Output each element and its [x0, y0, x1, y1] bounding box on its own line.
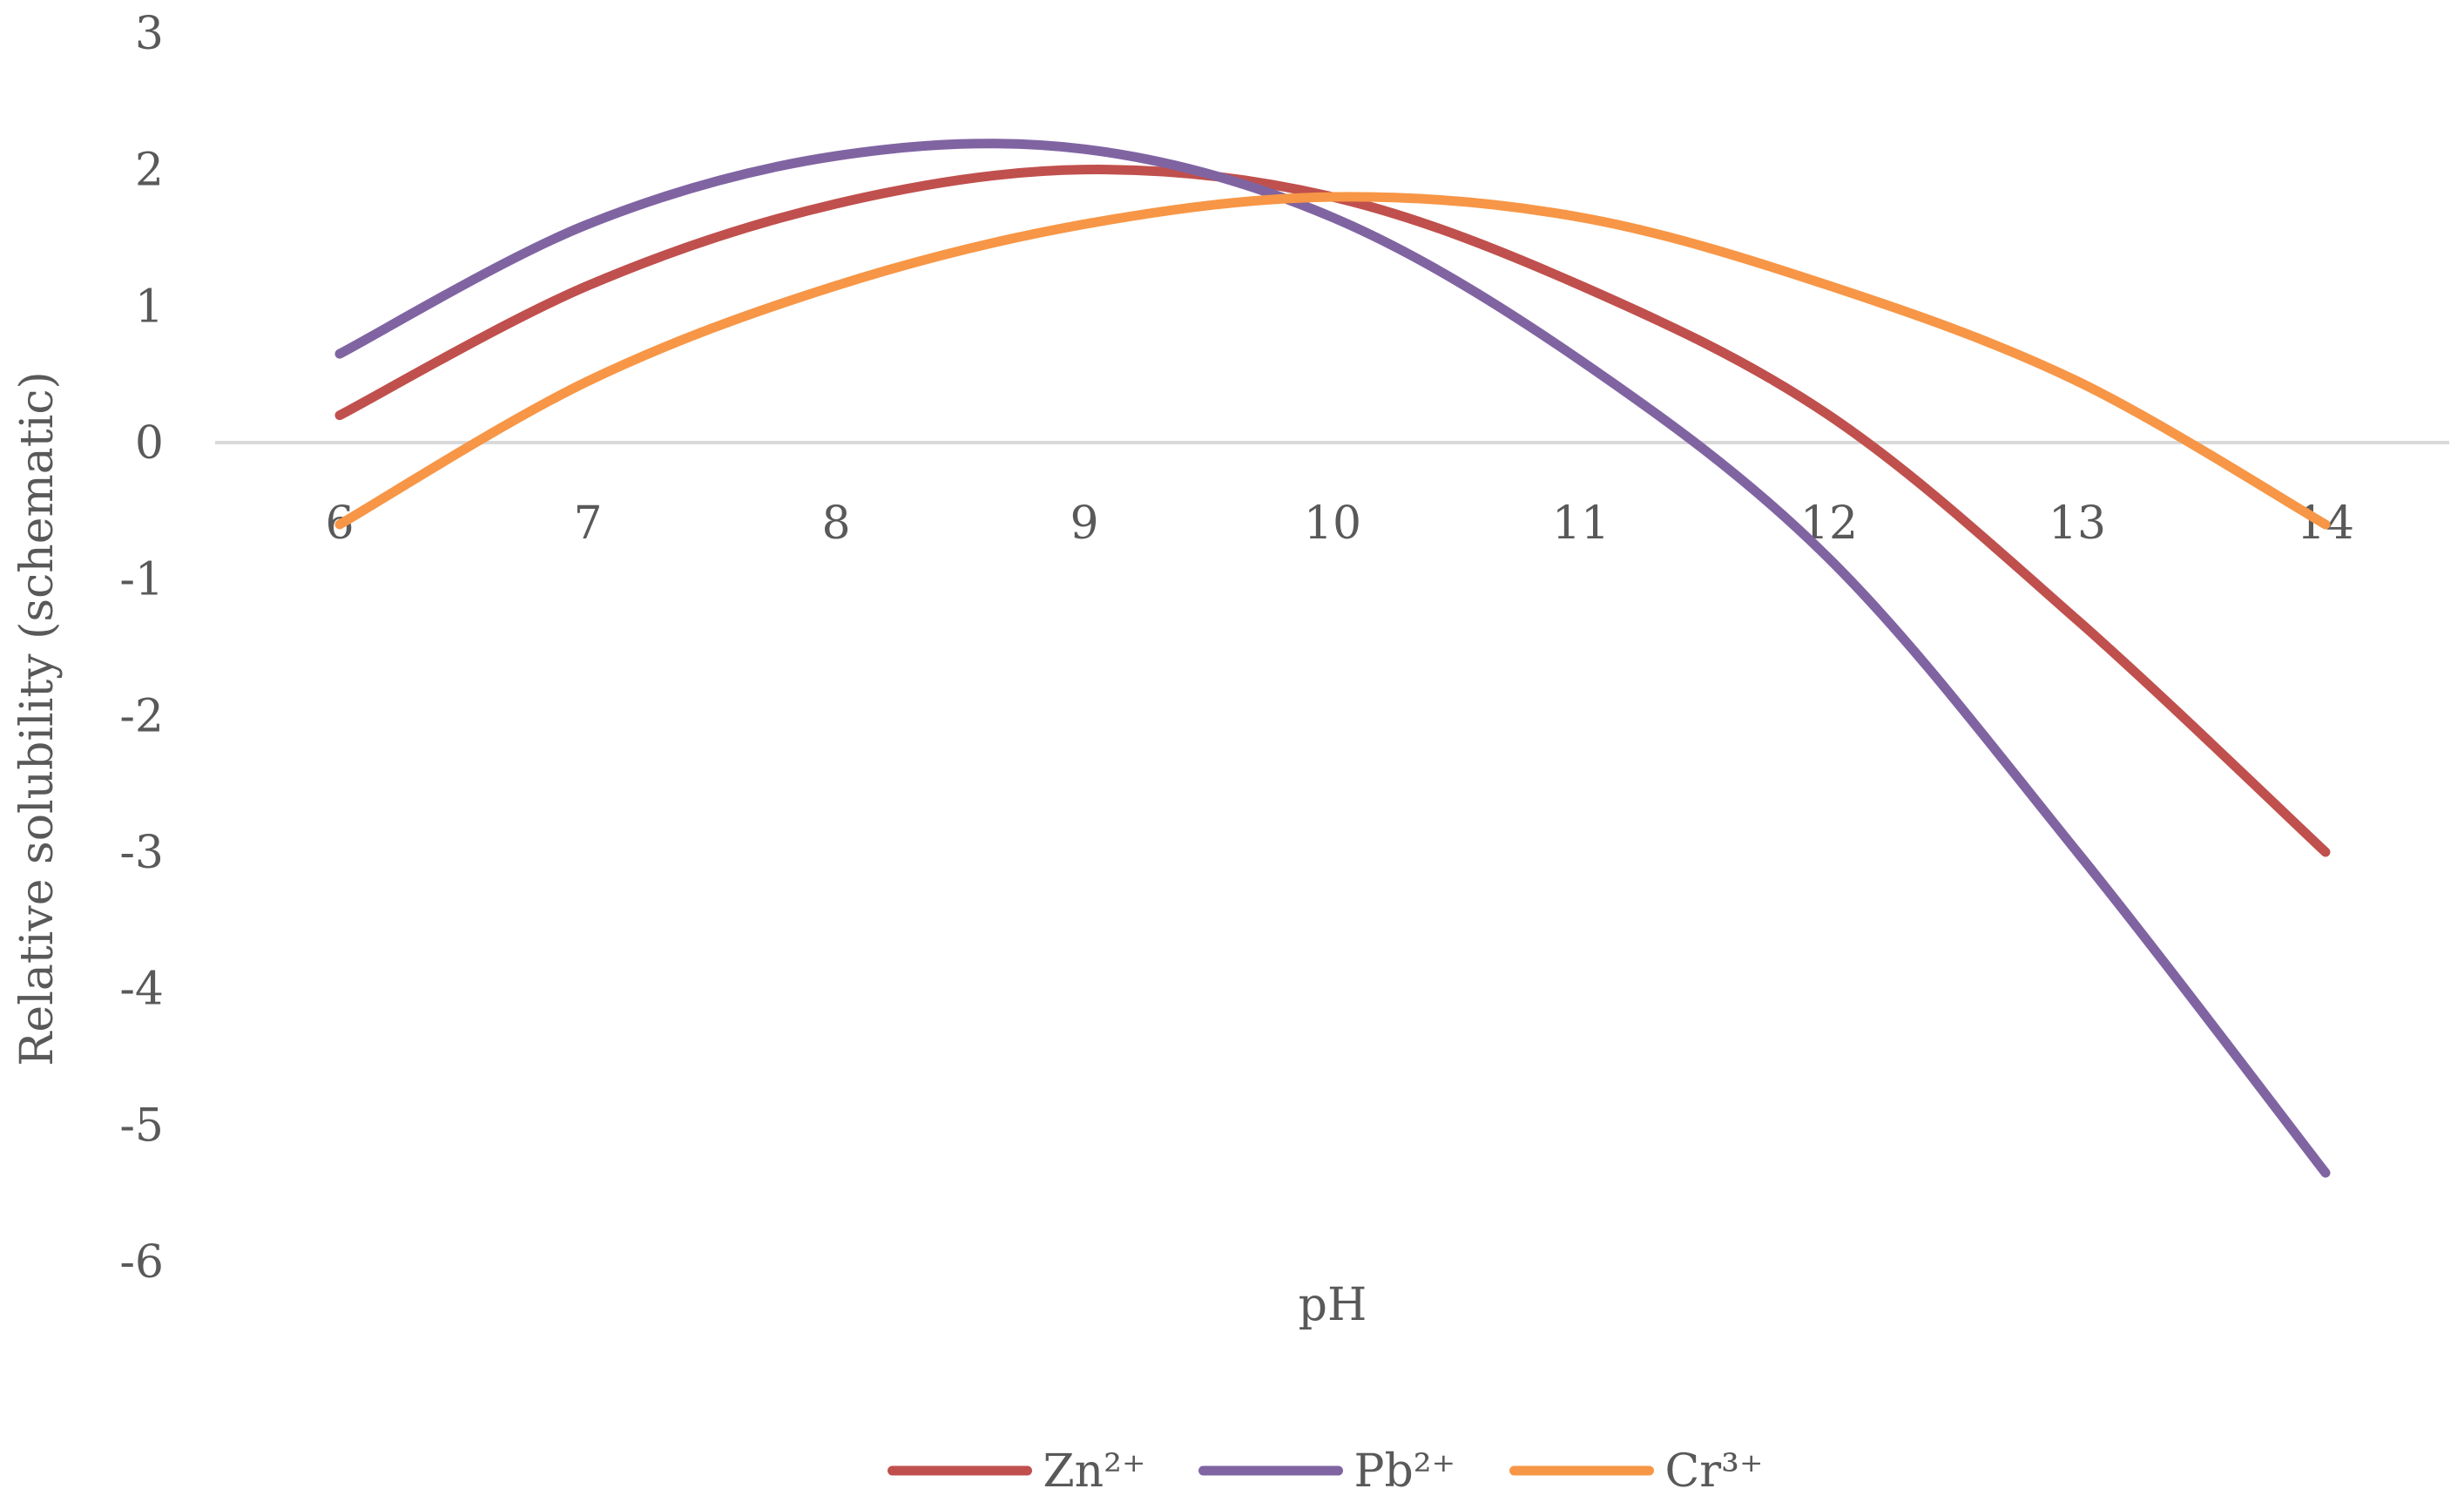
y-tick-label: -5 — [119, 1100, 164, 1152]
y-axis-label: Relative solubility (schematic) — [11, 371, 64, 1066]
x-axis-label: pH — [1299, 1279, 1367, 1331]
y-tick-label: -4 — [119, 964, 164, 1016]
series-layer — [334, 139, 2331, 1178]
x-tick-label: 9 — [1070, 497, 1098, 550]
y-tick-label: 2 — [135, 145, 164, 197]
legend-label-0: Zn²⁺ — [1043, 1445, 1146, 1498]
x-tick-label: 13 — [2049, 497, 2106, 550]
y-tick-label: -6 — [119, 1236, 164, 1289]
label-layer: pH Relative solubility (schematic) — [11, 371, 1367, 1331]
y-tick-label: 0 — [135, 417, 164, 470]
legend-label-1: Pb²⁺ — [1354, 1445, 1456, 1498]
y-tick-label: -1 — [119, 554, 164, 606]
y-tick-label: -2 — [119, 690, 164, 742]
x-tick-label: 7 — [573, 497, 602, 550]
legend-label-2: Cr³⁺ — [1665, 1445, 1764, 1498]
y-tick-label: 1 — [135, 281, 164, 333]
x-tick-label: 10 — [1304, 497, 1361, 550]
x-tick-label: 11 — [1552, 497, 1610, 550]
series-line-0 — [334, 165, 2331, 857]
y-tick-label: -3 — [119, 827, 164, 879]
y-tick-label: 3 — [135, 8, 164, 60]
legend: Zn²⁺ Pb²⁺ Cr³⁺ — [888, 1445, 1764, 1498]
series-line-1 — [334, 139, 2331, 1178]
x-tick-label: 8 — [821, 497, 850, 550]
series-line-2 — [334, 192, 2331, 530]
